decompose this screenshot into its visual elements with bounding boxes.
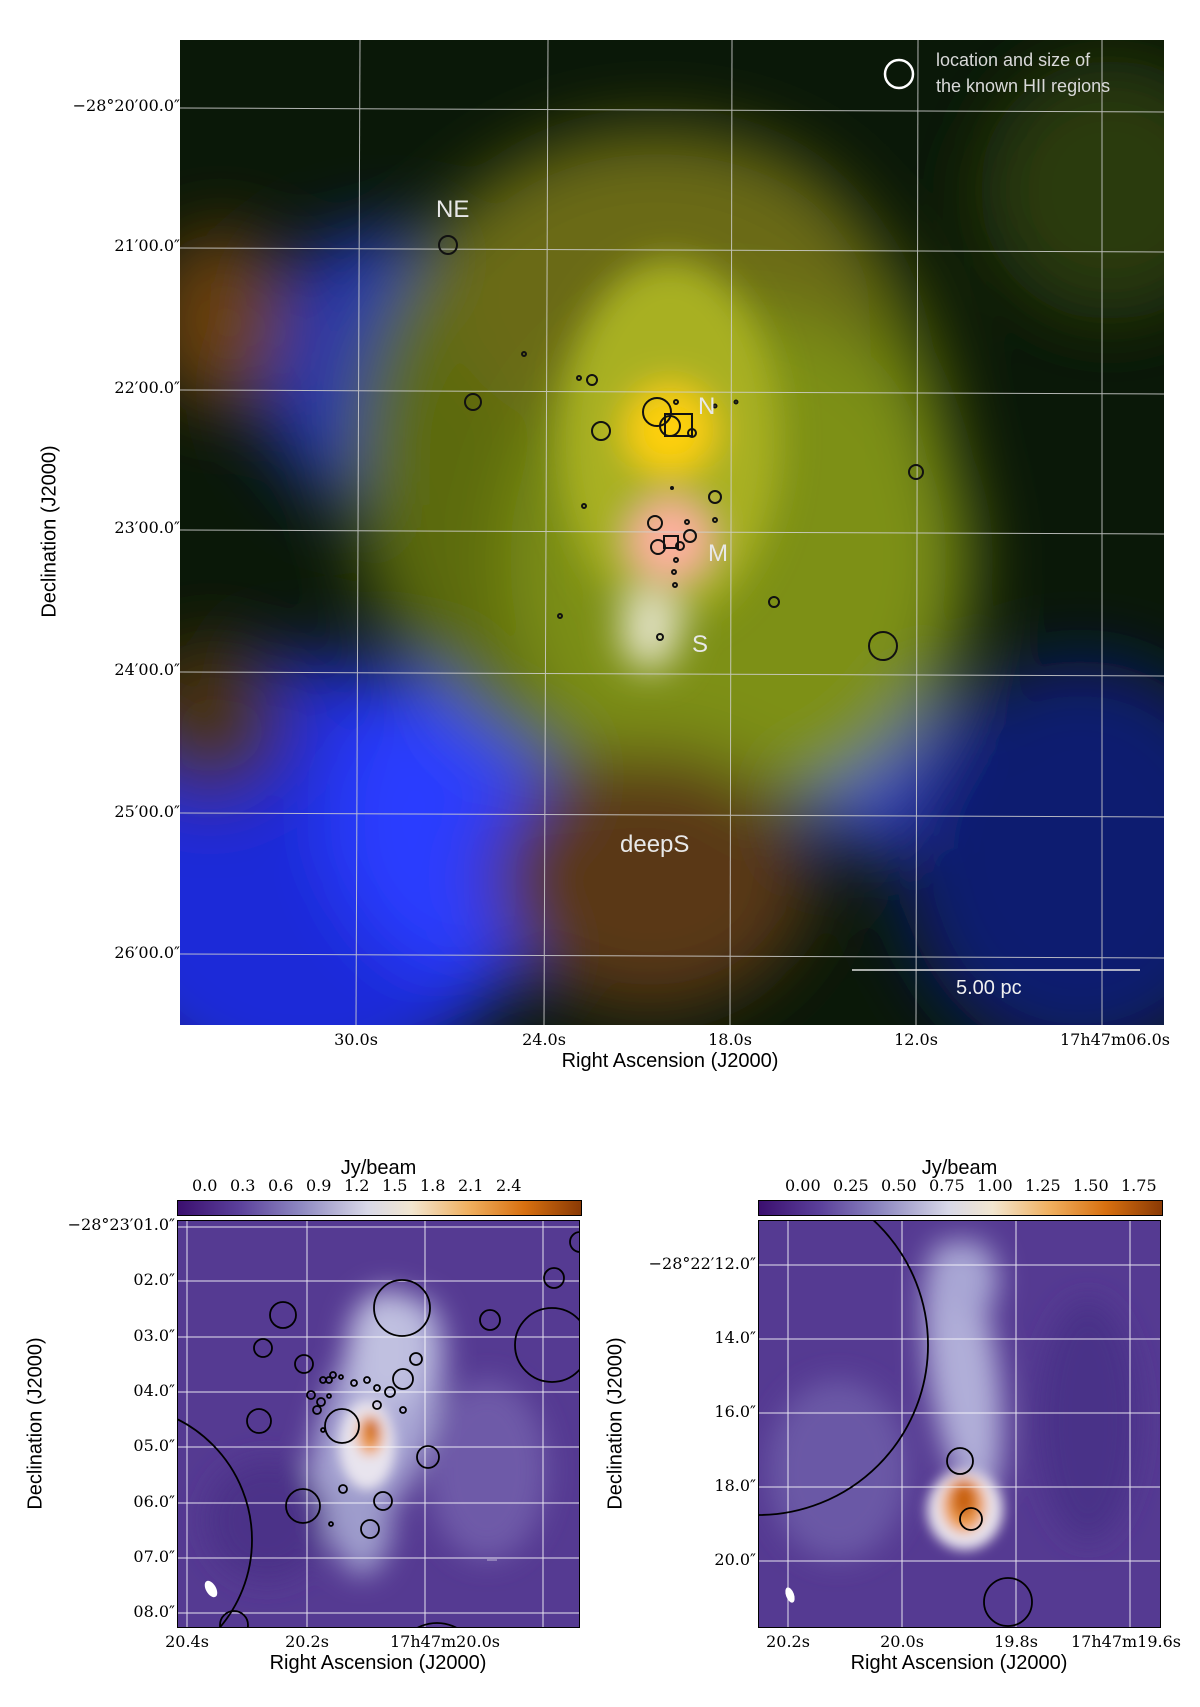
br-cb-tick-4: 1.00	[977, 1176, 1013, 1195]
region-label-s: S	[692, 631, 708, 658]
br-y-tick-3: 18.0″	[714, 1476, 756, 1495]
top-y-tick-5: 25′00.0″	[114, 802, 180, 821]
bl-x-axis-label: Right Ascension (J2000)	[269, 1652, 487, 1674]
br-y-axis-label: Declination (J2000)	[604, 1337, 627, 1510]
br-x-axis-label: Right Ascension (J2000)	[850, 1652, 1068, 1674]
bl-y-tick-3: 04.0″	[133, 1381, 175, 1400]
top-hii-region-circles	[438, 235, 924, 661]
scale-bar-label: 5.00 pc	[956, 977, 1022, 999]
region-label-n: N	[698, 393, 715, 420]
top-x-tick-3: 12.0s	[894, 1030, 938, 1049]
br-beam-ellipse	[785, 1587, 795, 1603]
top-y-tick-1: 21′00.0″	[114, 236, 180, 255]
br-cb-tick-5: 1.25	[1025, 1176, 1061, 1195]
bl-y-tick-1: 02.0″	[133, 1270, 175, 1289]
bl-cb-tick-2: 0.6	[268, 1176, 294, 1195]
region-label-m: M	[708, 540, 728, 567]
br-cb-tick-2: 0.50	[881, 1176, 917, 1195]
bl-x-tick-0: 20.4s	[165, 1632, 209, 1651]
bl-cb-tick-1: 0.3	[230, 1176, 256, 1195]
bl-cb-tick-6: 1.8	[420, 1176, 446, 1195]
top-y-tick-2: 22′00.0″	[114, 378, 180, 397]
bl-cb-tick-5: 1.5	[382, 1176, 408, 1195]
legend-text-line2: the known HII regions	[936, 76, 1110, 96]
bl-beam-ellipse	[204, 1580, 218, 1598]
top-y-tick-0: −28°20′00.0″	[72, 96, 180, 115]
br-image-panel	[758, 1220, 1161, 1628]
top-grid	[180, 40, 1164, 1025]
bl-cb-tick-7: 2.1	[458, 1176, 484, 1195]
br-y-tick-1: 14.0″	[714, 1328, 756, 1347]
bl-cb-tick-3: 0.9	[306, 1176, 332, 1195]
bl-y-tick-5: 06.0″	[133, 1492, 175, 1511]
br-cb-tick-3: 0.75	[929, 1176, 965, 1195]
bl-y-tick-4: 05.0″	[133, 1436, 175, 1455]
top-zoom-box-m	[663, 535, 679, 549]
bl-y-axis-label: Declination (J2000)	[24, 1337, 47, 1510]
top-x-axis-label: Right Ascension (J2000)	[561, 1050, 779, 1072]
bl-y-tick-0: −28°23′01.0″	[67, 1215, 175, 1234]
top-x-tick-2: 18.0s	[708, 1030, 752, 1049]
br-hii-region-circles	[758, 1220, 1033, 1627]
bl-y-tick-2: 03.0″	[133, 1326, 175, 1345]
bl-cb-tick-4: 1.2	[344, 1176, 370, 1195]
bl-x-tick-1: 20.2s	[285, 1632, 329, 1651]
region-label-deeps: deepS	[620, 831, 689, 858]
br-grid	[758, 1220, 1161, 1628]
legend-circle-icon	[883, 58, 915, 90]
br-cb-tick-1: 0.25	[833, 1176, 869, 1195]
region-label-ne: NE	[436, 196, 469, 223]
br-x-tick-0: 20.2s	[766, 1632, 810, 1651]
legend-text-line1: location and size of	[936, 50, 1091, 70]
bl-hii-region-circles	[177, 1231, 580, 1628]
br-y-tick-4: 20.0″	[714, 1550, 756, 1569]
top-image-panel: location and size of the known HII regio…	[180, 40, 1164, 1025]
br-y-tick-0: −28°22′12.0″	[648, 1254, 756, 1273]
br-x-tick-2: 19.8s	[994, 1632, 1038, 1651]
bl-colorbar	[177, 1200, 582, 1216]
top-zoom-box-n	[664, 413, 693, 437]
top-x-tick-0: 30.0s	[334, 1030, 378, 1049]
bl-y-tick-7: 08.0″	[133, 1602, 175, 1621]
br-x-tick-1: 20.0s	[880, 1632, 924, 1651]
br-cb-tick-6: 1.50	[1073, 1176, 1109, 1195]
br-x-tick-3: 17h47m19.6s	[1070, 1632, 1182, 1651]
br-y-tick-2: 16.0″	[714, 1402, 756, 1421]
bl-image-panel	[177, 1220, 580, 1628]
top-x-tick-1: 24.0s	[522, 1030, 566, 1049]
top-y-tick-6: 26′00.0″	[114, 943, 180, 962]
top-y-tick-4: 24′00.0″	[114, 660, 180, 679]
bl-colorbar-label: Jy/beam	[340, 1157, 417, 1179]
top-y-tick-3: 23′00.0″	[114, 518, 180, 537]
bl-cb-tick-0: 0.0	[192, 1176, 218, 1195]
br-colorbar	[758, 1200, 1163, 1216]
bl-cb-tick-8: 2.4	[496, 1176, 522, 1195]
bl-x-tick-2: 17h47m20.0s	[389, 1632, 501, 1651]
bl-y-tick-6: 07.0″	[133, 1547, 175, 1566]
br-cb-tick-7: 1.75	[1121, 1176, 1157, 1195]
top-y-axis-label: Declination (J2000)	[38, 445, 61, 618]
top-x-tick-4: 17h47m06.0s	[1059, 1030, 1171, 1049]
br-colorbar-label: Jy/beam	[921, 1157, 998, 1179]
br-cb-tick-0: 0.00	[785, 1176, 821, 1195]
